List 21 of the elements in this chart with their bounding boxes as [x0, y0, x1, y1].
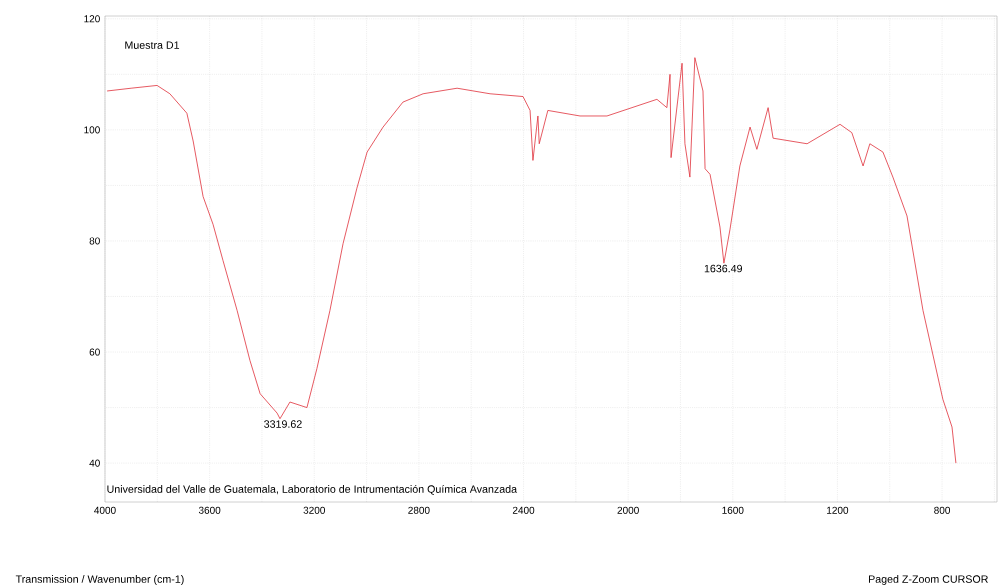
annotation: 3319.62 [264, 420, 302, 428]
x-tick-label: 3600 [198, 506, 221, 514]
text: Paged Z-Zoom CURSOR [868, 575, 988, 585]
y-tick-label: 60 [89, 348, 100, 356]
y-tick-label: 100 [84, 126, 100, 134]
x-tick-label: 2000 [617, 506, 639, 514]
y-tick-label: 80 [89, 237, 100, 245]
line-series [106, 57, 957, 464]
y-tick-label: 120 [84, 15, 100, 23]
x-tick-label: 1600 [722, 506, 744, 514]
x-tick-label: 3200 [303, 506, 325, 514]
text: Transmission / Wavenumber (cm-1) [15, 575, 184, 585]
x-tick-label: 2800 [408, 506, 430, 514]
y-tick-label: 40 [89, 459, 100, 467]
x-tick-label: 4000 [94, 506, 116, 514]
x-tick-label: 800 [934, 506, 951, 514]
x-tick-label: 1200 [827, 506, 849, 514]
annotation: Muestra D1 [125, 41, 180, 49]
x-tick-label: 2400 [512, 506, 535, 514]
annotation: Universidad del Valle de Guatemala, Laboratorio de Intrumentación Química Avanzada [107, 484, 518, 495]
annotation: 1636.49 [704, 264, 743, 273]
